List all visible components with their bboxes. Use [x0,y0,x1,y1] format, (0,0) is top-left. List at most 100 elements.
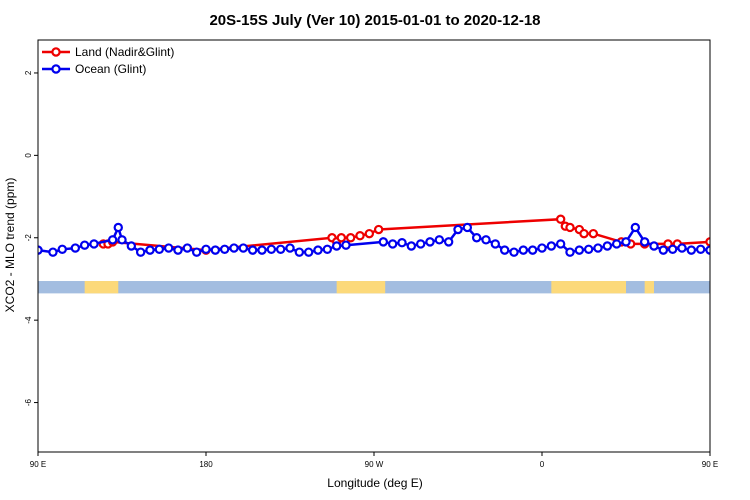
data-point-1-52 [555,239,566,249]
data-point-1-19 [219,244,230,254]
x-tick-label-4: 90 E [702,460,718,469]
data-point-1-25 [275,244,286,254]
data-point-1-24 [266,244,277,254]
data-point-0-8 [355,230,365,241]
data-point-1-57 [602,241,613,251]
data-point-1-14 [173,245,183,255]
y-tick-label-0: 2 [24,70,33,75]
data-point-1-37 [415,239,426,249]
x-tick-label-0: 90 E [30,460,46,469]
chart-title: 20S-15S July (Ver 10) 2015-01-01 to 2020… [209,12,540,29]
data-point-1-53 [565,247,575,257]
data-point-1-31 [331,241,342,251]
data-point-1-11 [145,245,155,255]
legend-label-0: Land (Nadir&Glint) [75,45,174,59]
data-point-1-47 [509,247,519,257]
data-point-1-1 [48,247,58,257]
data-point-1-16 [191,247,202,257]
data-point-1-50 [537,243,547,253]
data-point-1-64 [667,244,678,254]
data-point-1-33 [378,237,389,247]
data-point-0-10 [373,224,384,235]
data-point-1-3 [70,243,81,253]
x-tick-label-2: 90 W [365,460,384,469]
data-point-1-58 [611,239,622,249]
y-tick-label-1: 0 [24,153,33,158]
plot-area [38,214,710,294]
data-point-1-49 [527,245,538,255]
data-point-1-32 [341,240,351,250]
data-point-1-66 [686,245,697,255]
data-point-1-27 [294,247,305,257]
data-point-1-43 [471,233,482,243]
data-point-1-6 [107,235,118,245]
data-point-1-9 [126,241,137,251]
data-point-1-17 [201,244,211,254]
data-point-1-63 [658,245,669,255]
data-point-1-51 [546,241,557,251]
data-point-1-36 [406,241,417,251]
data-point-0-6 [336,233,347,243]
data-point-1-26 [285,243,295,253]
y-tick-label-2: -2 [24,234,33,242]
data-point-1-15 [182,243,193,253]
x-axis-label: Longitude (deg E) [327,476,422,490]
surface-strip-land-2 [551,281,626,294]
x-tick-label-3: 0 [540,460,545,469]
data-point-1-21 [238,243,249,253]
data-point-1-67 [695,244,706,254]
data-point-1-29 [313,245,323,255]
x-tick-label-1: 180 [199,460,213,469]
data-point-1-22 [247,245,258,255]
data-point-0-16 [588,228,599,239]
data-point-1-12 [154,244,165,254]
data-point-0-11 [555,214,566,224]
data-point-1-44 [481,235,491,245]
data-point-0-7 [345,233,356,243]
data-point-1-7 [113,222,123,233]
axes: 90 E 180 90 W 0 90 E 2 0 -2 -4 -6 [24,70,718,469]
data-point-0-15 [579,228,589,239]
surface-strip-land-1 [336,281,386,294]
plot-inner [38,214,710,294]
data-point-1-23 [257,245,267,255]
data-point-1-39 [434,235,445,245]
data-point-1-10 [135,247,146,257]
data-point-1-2 [57,244,67,254]
data-point-1-59 [621,237,631,247]
data-point-1-62 [649,241,659,251]
legend-marker-1 [51,64,61,74]
legend-marker-0 [51,47,61,57]
data-point-1-56 [593,243,603,253]
data-point-1-13 [163,243,174,253]
data-point-1-18 [210,245,221,255]
y-tick-label-4: -6 [24,398,33,406]
data-point-1-20 [229,243,239,253]
data-point-1-34 [387,239,398,249]
data-point-1-48 [518,245,529,255]
legend: Land (Nadir&Glint) Ocean (Glint) [42,45,174,76]
data-point-1-4 [79,240,90,250]
data-point-1-40 [443,237,454,247]
data-point-1-41 [453,224,463,235]
data-point-1-60 [630,222,641,233]
data-point-1-61 [639,237,650,247]
data-point-0-9 [364,228,375,239]
data-point-1-38 [425,237,435,247]
data-point-1-55 [583,244,594,254]
surface-strip-land-3 [644,281,654,294]
data-point-1-68 [705,245,710,255]
surface-strip-land-0 [84,281,119,294]
data-point-1-46 [499,245,510,255]
data-point-1-5 [89,239,99,249]
data-point-1-65 [677,243,687,253]
y-tick-label-3: -4 [24,316,33,324]
data-point-0-22 [705,237,710,247]
data-point-1-30 [322,244,333,254]
data-point-0-13 [565,222,575,233]
data-point-1-35 [397,238,407,248]
data-point-1-8 [117,235,127,245]
data-point-1-45 [490,239,501,249]
data-point-1-28 [303,247,314,257]
